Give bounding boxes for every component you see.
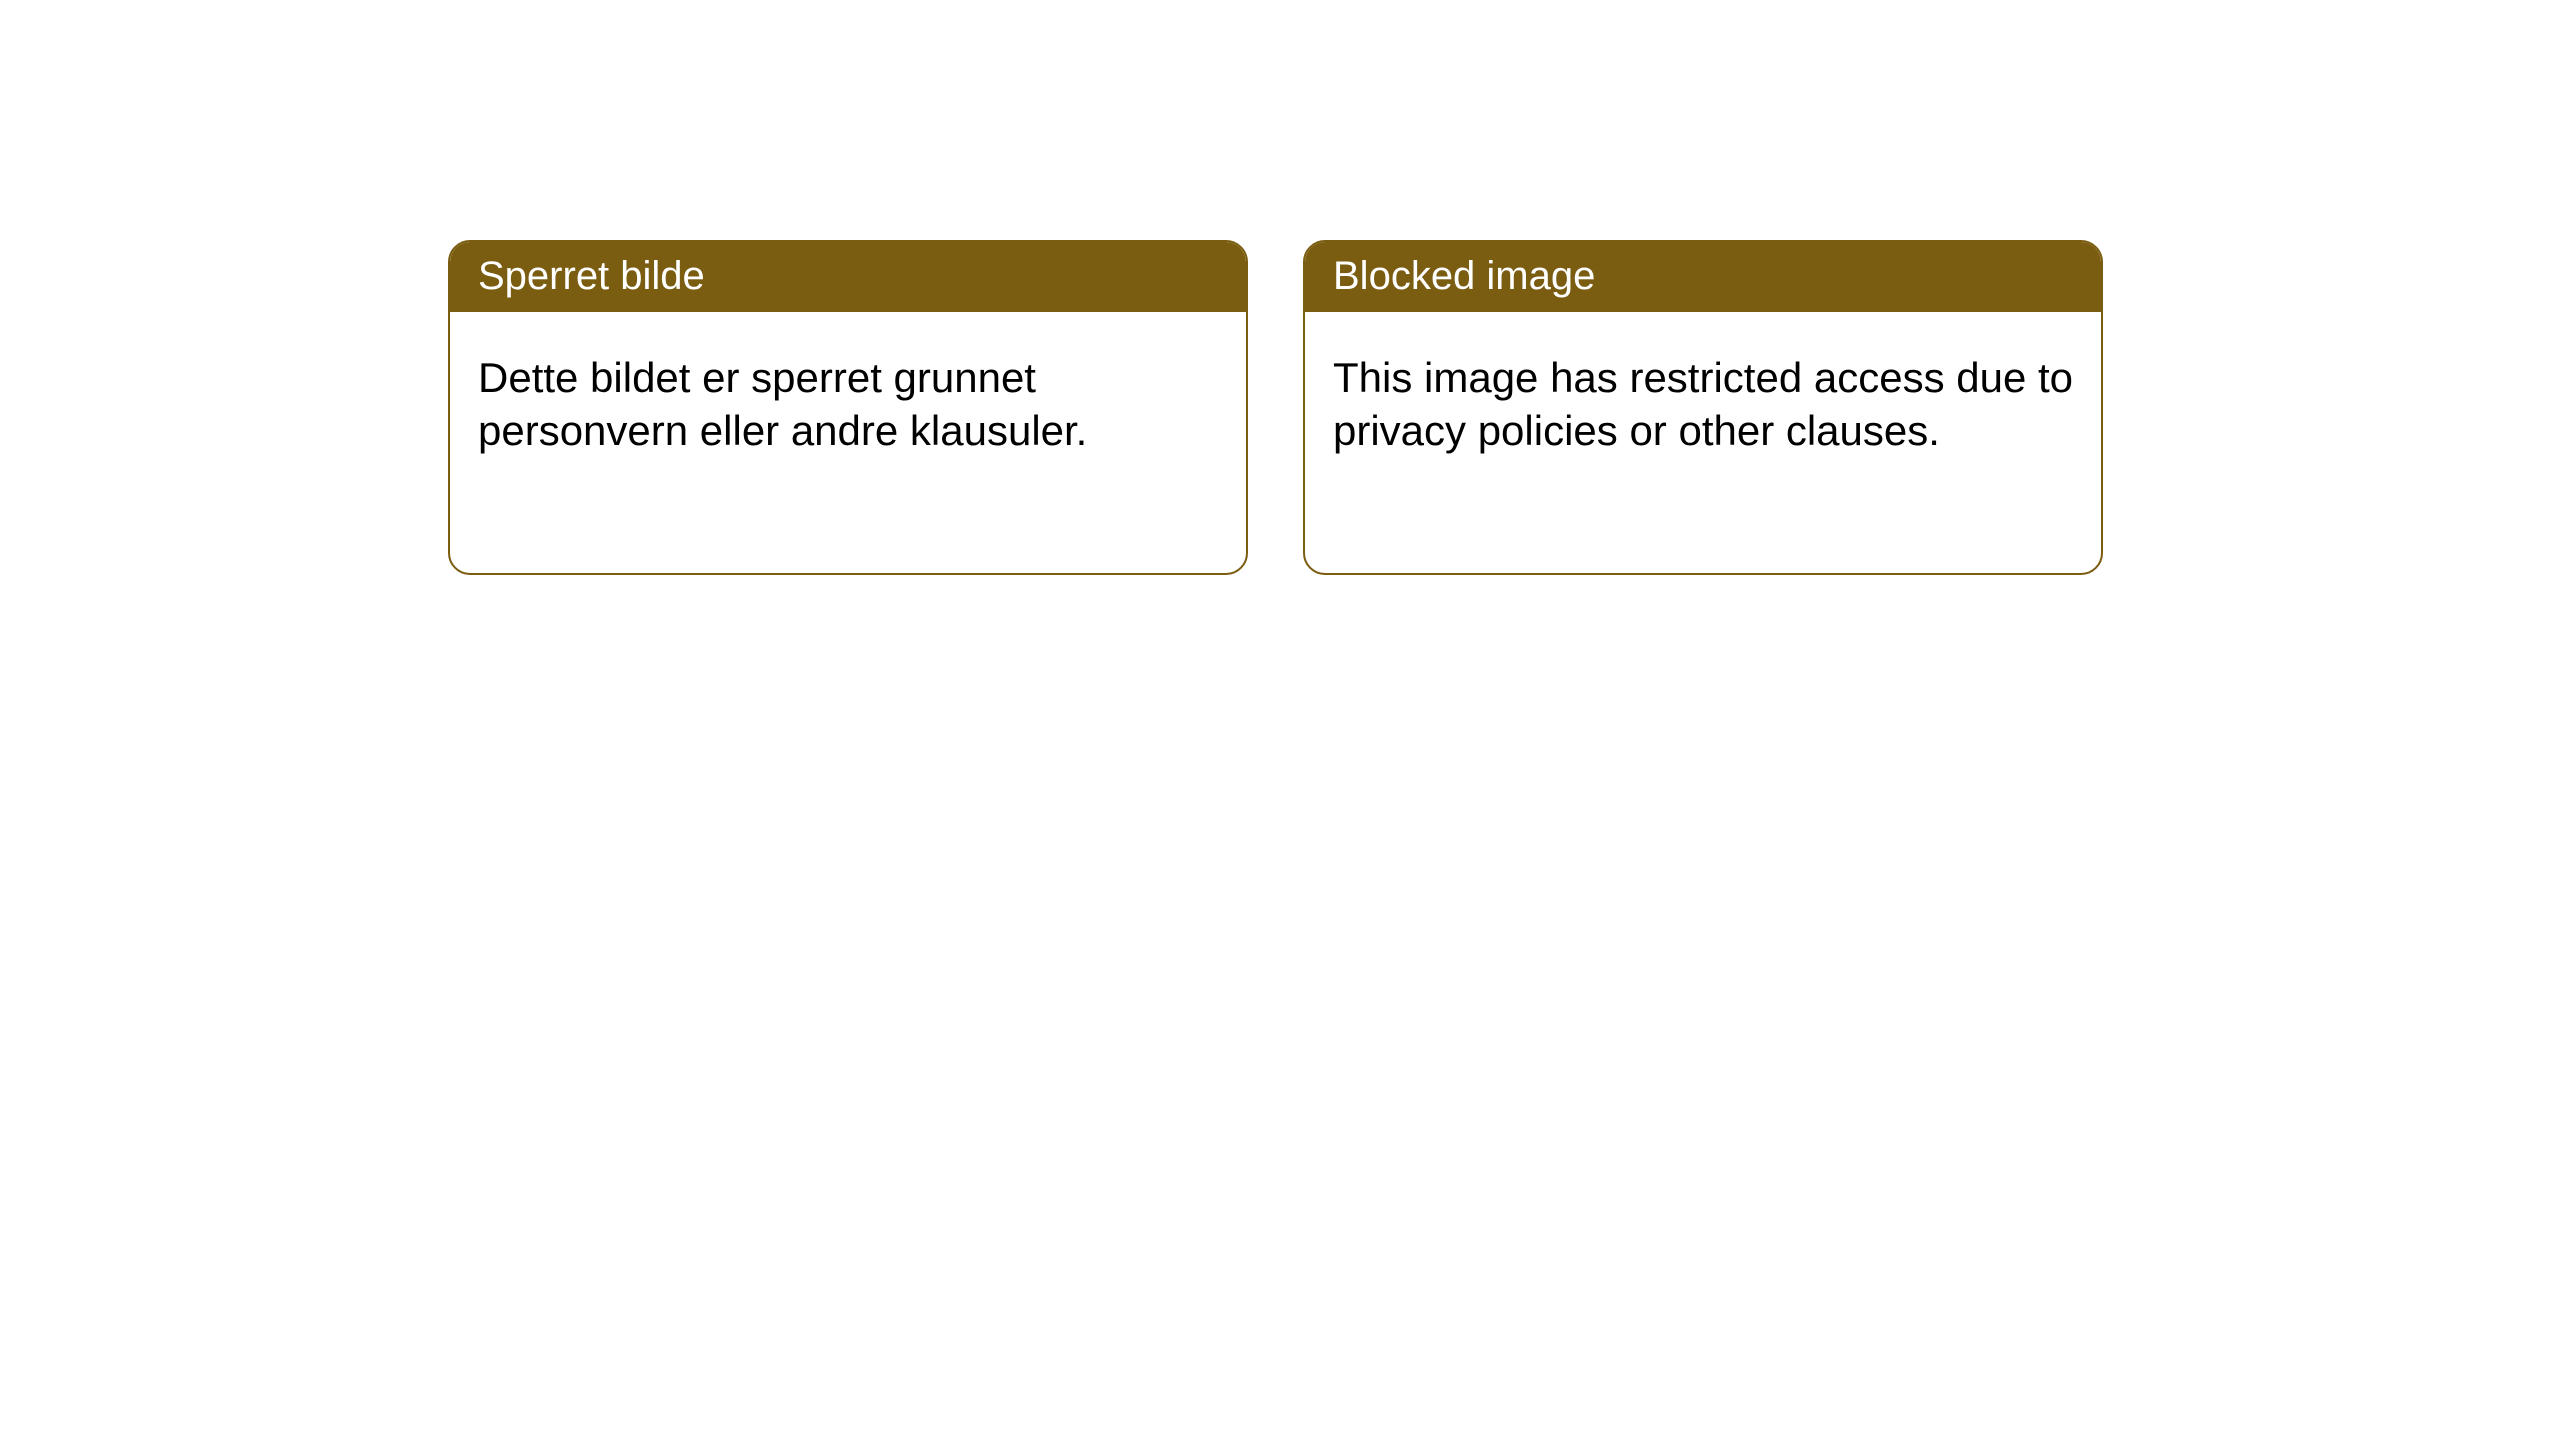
notice-card-english: Blocked image This image has restricted … [1303,240,2103,575]
notice-card-title: Blocked image [1305,242,2101,312]
notice-card-body: Dette bildet er sperret grunnet personve… [450,312,1246,485]
notice-card-body: This image has restricted access due to … [1305,312,2101,485]
notice-card-norwegian: Sperret bilde Dette bildet er sperret gr… [448,240,1248,575]
notice-card-title: Sperret bilde [450,242,1246,312]
notice-cards-container: Sperret bilde Dette bildet er sperret gr… [0,0,2560,575]
